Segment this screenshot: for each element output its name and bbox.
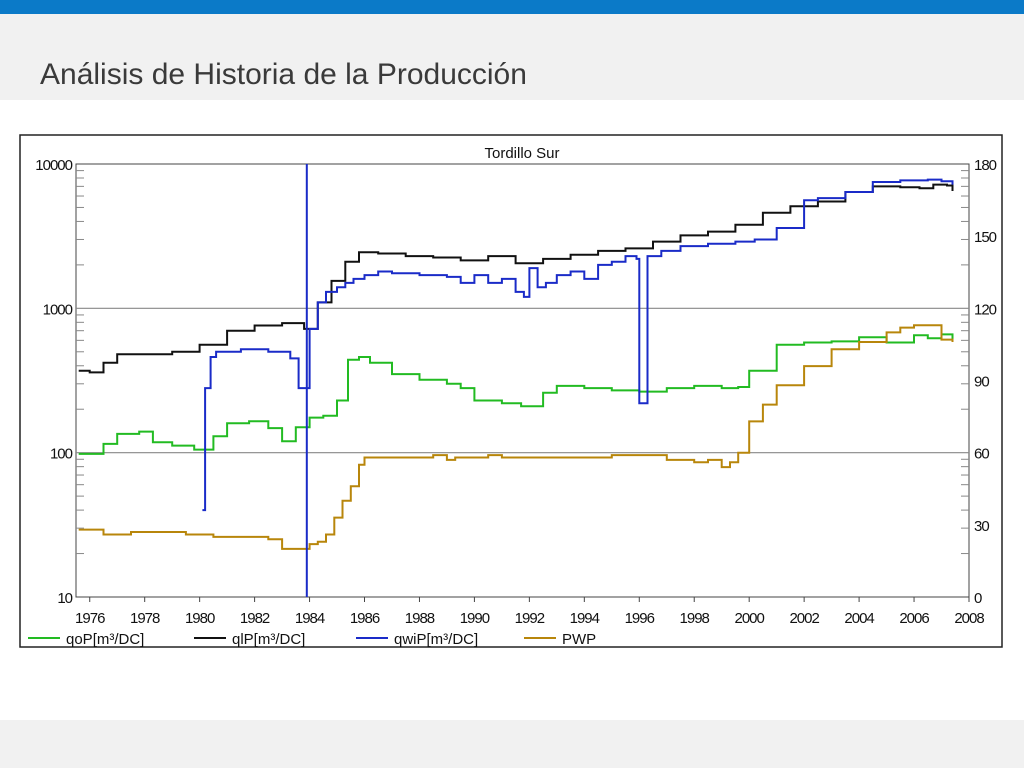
series-line-0 bbox=[78, 333, 954, 455]
legend-label-1: qlP[m³/DC] bbox=[232, 631, 305, 648]
legend-label-3: PWP bbox=[562, 631, 596, 648]
x-tick-label: 1986 bbox=[350, 610, 380, 627]
x-tick-label: 1988 bbox=[405, 610, 435, 627]
right-tick-label: 0 bbox=[974, 590, 982, 607]
legend-label-0: qoP[m³/DC] bbox=[66, 631, 144, 648]
right-tick-label: 150 bbox=[974, 229, 997, 246]
right-tick-label: 30 bbox=[974, 518, 989, 535]
x-tick-label: 1978 bbox=[130, 610, 160, 627]
legend-label-2: qwiP[m³/DC] bbox=[394, 631, 478, 648]
title-band bbox=[0, 14, 1024, 100]
series-line-2 bbox=[202, 178, 954, 512]
x-tick-label: 1990 bbox=[460, 610, 490, 627]
plot-area bbox=[75, 163, 970, 598]
left-tick-label: 10000 bbox=[35, 157, 72, 174]
x-tick-label: 1996 bbox=[625, 610, 655, 627]
x-tick-label: 2006 bbox=[899, 610, 929, 627]
x-tick-label: 1992 bbox=[515, 610, 545, 627]
chart-title: Tordillo Sur bbox=[484, 145, 559, 162]
x-tick-label: 1980 bbox=[185, 610, 215, 627]
series-layer bbox=[78, 178, 954, 550]
left-axis-ticks: 10 100 1000 10000 bbox=[35, 157, 73, 607]
x-tick-label: 1976 bbox=[75, 610, 105, 627]
right-tick-label: 60 bbox=[974, 446, 989, 463]
x-tick-label: 1984 bbox=[295, 610, 325, 627]
x-tick-label: 2000 bbox=[734, 610, 764, 627]
x-tick-label: 1998 bbox=[680, 610, 710, 627]
legend: qoP[m³/DC] qlP[m³/DC] qwiP[m³/DC] PWP bbox=[28, 631, 596, 648]
footer-band bbox=[0, 722, 1024, 768]
x-tick-label: 2002 bbox=[789, 610, 819, 627]
right-tick-label: 90 bbox=[974, 374, 989, 391]
x-tick-label: 1982 bbox=[240, 610, 270, 627]
slide-title: Análisis de Historia de la Producción bbox=[40, 58, 527, 91]
top-accent-bar bbox=[0, 0, 1024, 14]
x-axis-ticks: 1976 1978 1980 1982 1984 1986 1988 1990 1992 1994… bbox=[75, 597, 985, 627]
x-tick-label: 2008 bbox=[954, 610, 984, 627]
left-tick-label: 100 bbox=[50, 446, 73, 463]
right-tick-label: 180 bbox=[974, 157, 997, 174]
x-tick-label: 1994 bbox=[570, 610, 600, 627]
right-axis-ticks: 0 30 60 90 120 150 180 bbox=[974, 157, 998, 607]
x-tick-label: 2004 bbox=[844, 610, 874, 627]
minor-ticks bbox=[76, 170, 969, 555]
left-tick-label: 10 bbox=[57, 590, 72, 607]
series-line-3 bbox=[78, 324, 954, 550]
left-tick-label: 1000 bbox=[43, 301, 73, 318]
grid-lines bbox=[76, 307, 969, 454]
right-tick-label: 120 bbox=[974, 301, 997, 318]
